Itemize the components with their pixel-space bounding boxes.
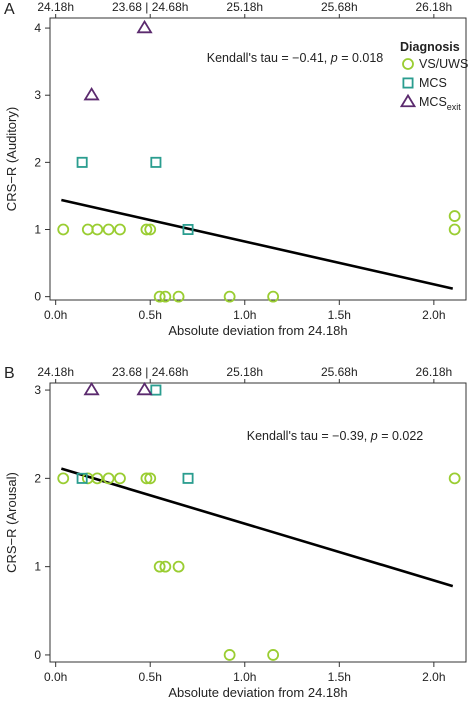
data-point-vs-uws (81, 223, 94, 236)
top-tick-label: 25.18h (226, 365, 263, 379)
data-point-vs-uws (144, 223, 157, 236)
panel-letter: B (4, 365, 15, 382)
data-point-mcs-exit (136, 19, 153, 34)
annotation-prefix: Kendall's tau = −0.41, (207, 51, 331, 65)
x-tick-label: 0.5h (139, 670, 162, 684)
regression-line (60, 467, 454, 588)
x-tick-label: 1.5h (328, 670, 351, 684)
data-point-mcs (76, 156, 88, 168)
plot-frame (49, 17, 467, 301)
data-point-vs-uws (57, 472, 70, 485)
y-tick-label: 1 (34, 560, 41, 574)
x-tick-label: 2.0h (422, 308, 445, 322)
data-point-vs-uws (153, 290, 166, 303)
x-tick-label: 1.0h (233, 670, 256, 684)
legend-label-mcs: MCS (419, 76, 447, 90)
legend-label-vs-uws: VS/UWS (419, 57, 468, 71)
data-point-mcs (76, 472, 88, 484)
data-point-vs-uws (91, 223, 104, 236)
top-tick-label: 24.18h (37, 0, 74, 14)
data-point-vs-uws (223, 649, 236, 661)
data-point-mcs-exit (136, 381, 153, 396)
chart-panel-a: A 0.0h 0.5h 1.0h 1.5h 2.0h 24.18h 23.68 | 24.68… (4, 0, 468, 338)
data-point-vs-uws (448, 210, 461, 222)
data-point-vs-uws (448, 472, 461, 485)
top-tick-label: 23.68 | 24.68h (112, 365, 189, 379)
x-tick-label: 0.5h (139, 308, 162, 322)
x-tick-label: 2.0h (422, 670, 445, 684)
legend-marker-mcs-exit (399, 93, 417, 108)
y-tick-label: 3 (34, 383, 41, 397)
y-axis-title: CRS−R (Auditory) (4, 107, 19, 211)
x-axis-title: Absolute deviation from 24.18h (168, 685, 347, 700)
data-point-vs-uws (159, 560, 172, 573)
data-point-vs-uws (91, 472, 104, 485)
kendall-annotation: Kendall's tau = −0.41, p = 0.018 (207, 51, 384, 65)
data-point-vs-uws (267, 649, 280, 661)
top-tick-label: 25.68h (321, 365, 358, 379)
x-tick-label: 1.5h (328, 308, 351, 322)
top-tick-label: 26.18h (416, 365, 453, 379)
data-point-vs-uws (448, 223, 461, 236)
x-tick-label: 0.0h (44, 670, 67, 684)
plot-frame (49, 382, 467, 663)
data-point-mcs (182, 223, 194, 235)
y-axis-title: CRS−R (Arousal) (4, 472, 19, 573)
annotation-p: p (330, 51, 338, 65)
annotation-p: p (370, 429, 378, 443)
data-point-vs-uws (114, 223, 126, 236)
data-point-mcs-exit (83, 86, 100, 101)
y-tick-label: 1 (34, 223, 41, 237)
legend-label-text: MCS (419, 76, 447, 90)
data-point-vs-uws (140, 223, 153, 236)
legend-label-mcs-exit: MCSexit (419, 95, 461, 112)
y-tick-label: 0 (34, 290, 41, 304)
data-point-vs-uws (172, 290, 185, 303)
y-tick-label: 4 (34, 21, 41, 35)
x-tick-label: 1.0h (233, 308, 256, 322)
data-point-vs-uws (223, 290, 236, 303)
data-point-vs-uws (57, 223, 70, 236)
data-point-mcs (150, 384, 162, 396)
legend-label-text: VS/UWS (419, 57, 468, 71)
data-point-vs-uws (267, 290, 280, 303)
kendall-annotation: Kendall's tau = −0.39, p = 0.022 (247, 429, 424, 443)
y-tick-label: 0 (34, 648, 41, 662)
y-tick-label: 2 (34, 155, 41, 169)
panel-letter: A (4, 1, 15, 18)
data-point-vs-uws (153, 560, 166, 573)
annotation-suffix: = 0.022 (378, 429, 424, 443)
legend-marker-vs-uws (402, 58, 414, 70)
data-point-vs-uws (102, 223, 115, 236)
data-point-mcs (182, 472, 194, 484)
top-tick-label: 25.18h (226, 0, 263, 14)
data-point-vs-uws (144, 472, 157, 485)
annotation-prefix: Kendall's tau = −0.39, (247, 429, 371, 443)
x-tick-label: 0.0h (44, 308, 67, 322)
annotation-suffix: = 0.018 (338, 51, 384, 65)
data-point-vs-uws (172, 560, 185, 573)
data-point-vs-uws (102, 472, 115, 485)
chart-panel-b: B 0.0h 0.5h 1.0h 1.5h 2.0h 24.18h 23.68 | 24.68… (4, 365, 467, 700)
top-tick-label: 23.68 | 24.68h (112, 0, 189, 14)
data-point-mcs-exit (83, 381, 100, 396)
regression-line (61, 198, 454, 290)
data-point-vs-uws (140, 472, 153, 485)
data-point-vs-uws (159, 290, 172, 303)
top-tick-label: 24.18h (37, 365, 74, 379)
legend-label-text: MCS (419, 95, 447, 109)
legend-title: Diagnosis (400, 40, 460, 54)
y-tick-label: 3 (34, 88, 41, 102)
x-axis-title: Absolute deviation from 24.18h (168, 323, 347, 338)
top-tick-label: 25.68h (321, 0, 358, 14)
data-point-mcs (150, 156, 162, 168)
top-tick-label: 26.18h (416, 0, 453, 14)
legend-marker-mcs (402, 77, 414, 89)
legend-label-subscript: exit (447, 102, 462, 112)
data-point-vs-uws (114, 472, 126, 485)
y-tick-label: 2 (34, 471, 41, 485)
